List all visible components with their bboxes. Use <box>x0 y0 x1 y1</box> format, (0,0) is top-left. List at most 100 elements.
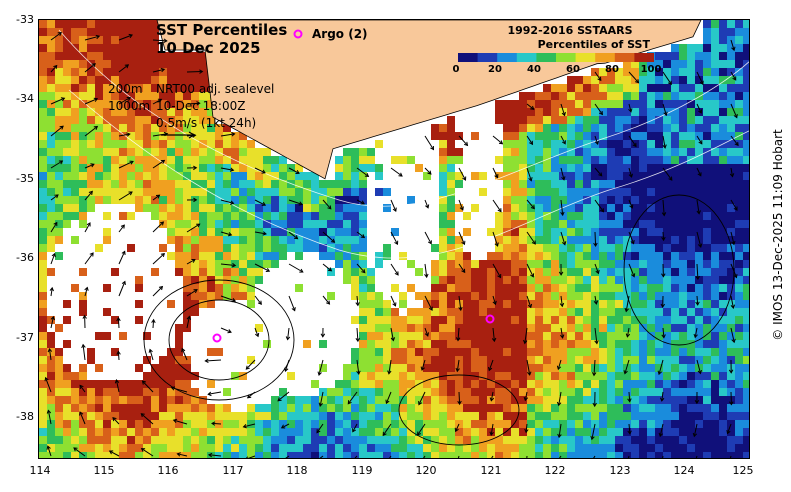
current-arrowhead <box>733 114 738 119</box>
current-arrowhead <box>261 169 266 174</box>
current-arrow <box>492 199 502 212</box>
current-arrowhead <box>158 285 164 291</box>
current-arrow <box>319 455 324 458</box>
current-arrowhead <box>196 101 201 106</box>
current-arrowhead <box>523 396 529 402</box>
current-arrow <box>79 385 86 393</box>
current-arrowhead <box>420 366 425 371</box>
current-arrowhead <box>632 142 637 148</box>
current-arrow <box>458 135 468 146</box>
current-arrowhead <box>257 300 262 305</box>
current-arrow <box>152 159 165 169</box>
current-arrowhead <box>199 69 204 74</box>
current-arrowhead <box>628 108 633 113</box>
current-arrow <box>418 391 426 405</box>
current-arrow <box>424 231 432 244</box>
current-arrow <box>142 380 154 393</box>
current-arrowhead <box>172 418 178 424</box>
current-arrowhead <box>529 140 534 146</box>
current-arrowhead <box>176 452 181 457</box>
current-arrow <box>247 391 256 399</box>
current-arrow <box>281 423 290 429</box>
current-arrow <box>557 359 562 370</box>
current-arrowhead <box>556 401 562 407</box>
current-arrow <box>254 199 266 206</box>
current-arrow <box>84 35 100 41</box>
current-arrow <box>152 98 162 105</box>
current-arrowhead <box>558 271 564 276</box>
current-arrow <box>152 133 168 137</box>
current-arrow <box>696 135 703 145</box>
current-arrowhead <box>590 435 595 441</box>
current-arrowhead <box>557 433 562 439</box>
current-arrow <box>186 259 196 265</box>
current-arrowhead <box>726 429 731 435</box>
velocity-scale-arrow-icon <box>161 131 196 139</box>
current-arrowhead <box>392 302 397 307</box>
current-arrowhead <box>697 369 702 375</box>
current-arrow <box>84 63 96 73</box>
current-arrowhead <box>455 337 461 342</box>
current-arrowhead <box>424 273 429 279</box>
current-arrowhead <box>86 222 91 227</box>
current-arrowhead <box>347 400 352 405</box>
current-vectors <box>44 32 739 458</box>
current-arrowhead <box>698 109 703 114</box>
current-arrow <box>730 135 739 146</box>
colorbar-tick: 100 <box>640 64 662 75</box>
current-arrow <box>560 199 564 216</box>
current-arrow <box>696 359 701 374</box>
current-arrow <box>109 450 120 457</box>
current-arrowhead <box>528 177 533 182</box>
current-arrow <box>526 167 532 181</box>
current-arrow <box>560 327 564 338</box>
current-arrowhead <box>732 76 737 81</box>
current-arrow <box>424 327 429 337</box>
current-arrow <box>591 423 596 440</box>
current-arrow <box>626 327 630 337</box>
current-arrow <box>560 167 565 180</box>
current-arrow <box>624 359 630 374</box>
current-arrowhead <box>629 204 634 209</box>
current-arrow <box>186 102 200 105</box>
current-arrow <box>186 223 200 233</box>
current-arrowhead <box>54 194 59 199</box>
current-arrow <box>47 446 52 457</box>
current-arrow <box>152 221 164 233</box>
current-arrowhead <box>698 140 703 145</box>
current-arrow <box>322 199 332 210</box>
eddy-ring <box>143 279 295 401</box>
current-arrow <box>220 133 235 137</box>
current-arrow <box>594 199 604 212</box>
current-arrowhead <box>733 274 738 279</box>
current-arrow <box>560 295 563 307</box>
current-arrowhead <box>280 424 286 429</box>
current-arrow <box>390 199 397 212</box>
current-arrow <box>243 423 256 428</box>
current-arrow <box>594 167 603 177</box>
current-arrowhead <box>360 234 366 239</box>
current-arrow <box>254 167 266 174</box>
current-arrowhead <box>229 200 235 205</box>
current-arrowhead <box>661 334 666 339</box>
current-arrow <box>388 359 392 374</box>
current-arrowhead <box>148 348 153 353</box>
current-arrowhead <box>494 242 499 247</box>
current-arrow <box>84 252 94 265</box>
current-arrow <box>347 391 358 404</box>
current-arrowhead <box>398 172 403 177</box>
current-arrowhead <box>84 286 89 291</box>
map-panel[interactable] <box>38 19 750 459</box>
current-arrow <box>277 391 290 402</box>
current-arrowhead <box>242 424 247 429</box>
current-arrowhead <box>497 273 502 279</box>
current-arrowhead <box>196 223 201 228</box>
current-arrowhead <box>284 367 289 373</box>
current-arrowhead <box>598 110 603 116</box>
current-arrowhead <box>53 64 58 70</box>
current-arrowhead <box>635 79 640 84</box>
current-arrowhead <box>254 332 260 338</box>
current-arrowhead <box>731 240 736 246</box>
colorbar-tick: 60 <box>566 64 580 75</box>
current-arrowhead <box>318 402 323 407</box>
